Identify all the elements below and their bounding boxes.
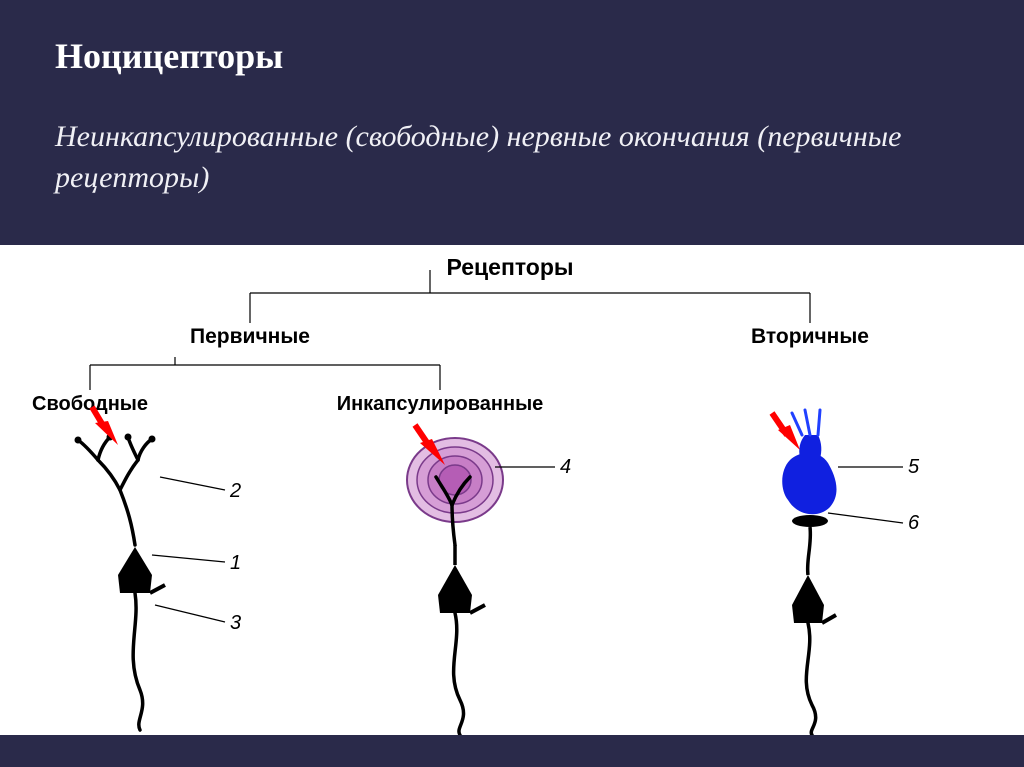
receptor-cell-icon bbox=[782, 435, 836, 514]
diagram-area: Рецепторы Первичные Вторичные Свободные … bbox=[0, 245, 1024, 735]
capsule-icon bbox=[407, 438, 503, 522]
neuron-secondary: 5 6 bbox=[772, 410, 920, 735]
header-area: Ноцицепторы Неинкапсулированные (свободн… bbox=[0, 0, 1024, 218]
label-2: 2 bbox=[229, 480, 241, 502]
label-3: 3 bbox=[230, 612, 241, 634]
neuron-free: 2 1 3 bbox=[75, 407, 242, 730]
neuron-encap-soma bbox=[438, 565, 472, 613]
tree-free-label: Свободные bbox=[32, 393, 148, 415]
tree-encapsulated-label: Инкапсулированные bbox=[337, 393, 544, 415]
tree-primary-label: Первичные bbox=[190, 325, 310, 348]
hair-bundle-icon bbox=[792, 410, 820, 435]
neuron-free-soma bbox=[118, 547, 152, 593]
label-5: 5 bbox=[908, 456, 920, 478]
label-1: 1 bbox=[230, 552, 241, 574]
neuron-encapsulated: 4 bbox=[407, 425, 571, 735]
tree-secondary-label: Вторичные bbox=[751, 325, 869, 348]
label-4: 4 bbox=[560, 456, 571, 478]
diagram-svg: Рецепторы Первичные Вторичные Свободные … bbox=[0, 245, 1024, 735]
neuron-secondary-soma bbox=[792, 575, 824, 623]
slide-title: Ноцицепторы bbox=[55, 35, 969, 77]
slide-container: Ноцицепторы Неинкапсулированные (свободн… bbox=[0, 0, 1024, 767]
slide-subtitle: Неинкапсулированные (свободные) нервные … bbox=[55, 117, 969, 198]
label-6: 6 bbox=[908, 512, 920, 534]
tree-root-label: Рецепторы bbox=[446, 254, 573, 280]
